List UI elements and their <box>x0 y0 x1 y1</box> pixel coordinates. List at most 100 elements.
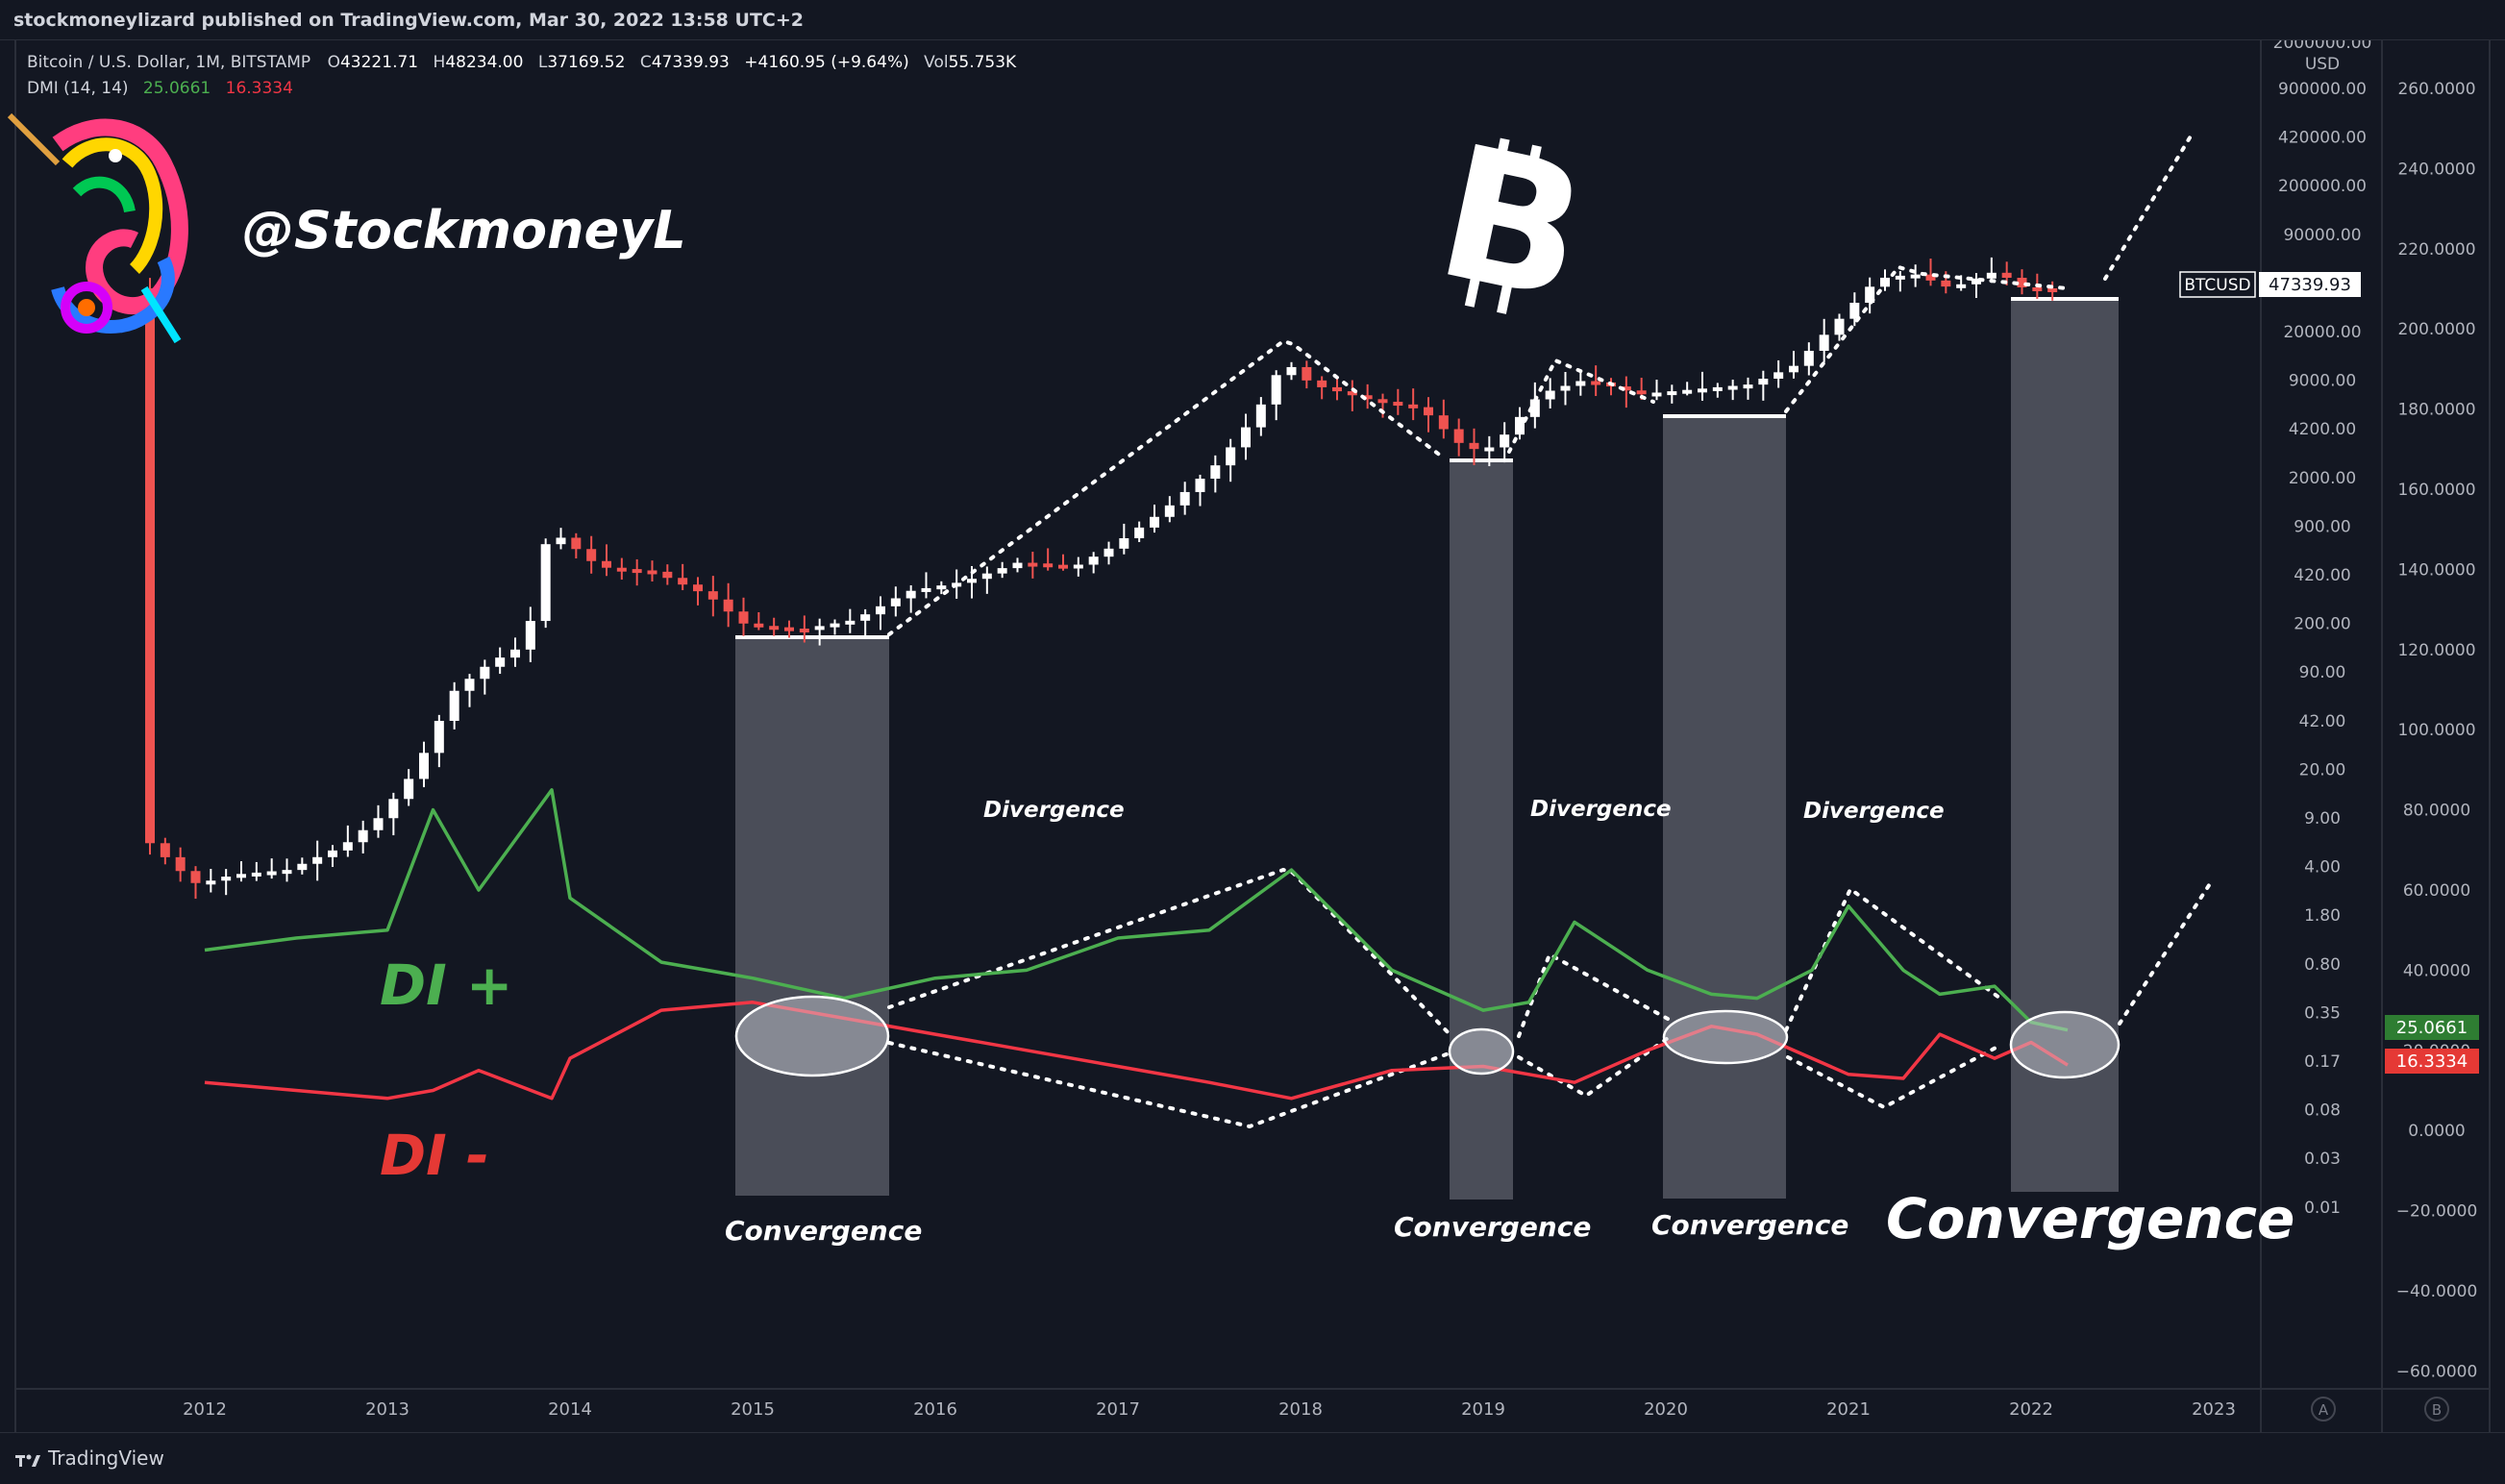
candle-body <box>342 842 353 851</box>
candle-body <box>1043 563 1054 568</box>
candle-body <box>1195 479 1205 492</box>
candle-body <box>1088 556 1099 565</box>
dmi-minus-tag: 16.3334 <box>2396 1051 2468 1072</box>
price-axis[interactable]: 2000000.00 900000.00 420000.00 200000.00 900… <box>2273 34 2372 1218</box>
price-axis-label: 20000.00 <box>2283 323 2361 342</box>
candle-body <box>1179 491 1190 506</box>
tradingview-brand[interactable]: TradingView <box>15 1447 164 1470</box>
btc-tag-symbol: BTCUSD <box>2184 276 2250 295</box>
candle-body <box>1453 429 1464 443</box>
dmi-axis-label: 80.0000 <box>2403 802 2470 821</box>
candle-body <box>860 614 871 621</box>
candle-body <box>1377 399 1388 404</box>
candle-body <box>464 679 475 691</box>
watermark-handle: @StockmoneyL <box>242 200 686 260</box>
candle-body <box>404 779 414 800</box>
btc-last-price: 47339.93 <box>2269 275 2351 295</box>
svg-text:B: B <box>1423 106 1603 342</box>
candle-body <box>1819 334 1829 351</box>
candle-body <box>1302 366 1312 381</box>
axis-button-log[interactable]: B <box>2424 1397 2449 1422</box>
candle-body <box>1058 564 1068 569</box>
candle-body <box>1393 402 1403 407</box>
dmi-value-tags: 25.0661 16.3334 <box>2385 1015 2479 1074</box>
candle-body <box>1226 447 1236 466</box>
candle-body <box>1682 389 1693 394</box>
dmi-axis-label: 40.0000 <box>2403 961 2470 980</box>
candle-body <box>1134 527 1145 538</box>
price-axis-label: 0.35 <box>2304 1003 2341 1023</box>
chart-area[interactable]: Divergence Divergence Divergence Converg… <box>0 34 2505 1432</box>
candle-body <box>738 611 749 624</box>
candle-body <box>1545 390 1555 400</box>
dmi-axis-label: 260.0000 <box>2397 80 2475 99</box>
di-plus-line <box>204 788 2069 1032</box>
di-projection <box>2118 880 2213 1026</box>
time-axis-label: 2020 <box>1644 1399 1688 1420</box>
candle-body <box>1210 465 1221 480</box>
time-axis-label: 2017 <box>1096 1399 1140 1420</box>
price-axis-label: 1.80 <box>2304 906 2341 926</box>
bitcoin-logo-icon: B <box>1423 106 1603 342</box>
legend-high: 48234.00 <box>445 53 523 72</box>
dmi-axis[interactable]: 260.0000 240.0000 220.0000 200.0000 180.0000… <box>2396 80 2478 1381</box>
dmi-axis-label: 180.0000 <box>2397 401 2475 420</box>
price-axis-label: 2000000.00 <box>2273 40 2372 53</box>
candle-body <box>616 567 627 572</box>
price-axis-label: 900.00 <box>2294 517 2350 536</box>
time-axis[interactable]: 2012 2013 2014 2015 2016 2017 2018 2019 2020 2021… <box>183 1399 2236 1420</box>
ellipse-2022 <box>2009 1010 2121 1079</box>
price-axis-unit: USD <box>2305 55 2340 74</box>
chameleon-mascot-icon <box>7 112 188 344</box>
dmi-axis-label: 100.0000 <box>2397 721 2475 740</box>
dmi-axis-label: 0.0000 <box>2408 1122 2465 1141</box>
candle-body <box>1758 379 1769 385</box>
highlight-2019 <box>1450 459 1513 1200</box>
time-axis-label: 2021 <box>1826 1399 1871 1420</box>
candle-body <box>1119 538 1129 549</box>
candle-body <box>890 598 901 606</box>
candle-body <box>1515 416 1525 435</box>
divergence-label-2: Divergence <box>1530 797 1672 822</box>
candle-body <box>1941 280 1951 287</box>
candle-body <box>1834 318 1845 335</box>
candle-body <box>1317 380 1327 387</box>
candle-body <box>1347 391 1357 396</box>
legend-dmi-minus: 16.3334 <box>226 79 293 98</box>
candle-body <box>525 621 535 650</box>
candle-body <box>707 591 718 600</box>
candle-body <box>799 629 809 633</box>
price-trend-2020-2022 <box>1784 264 2069 413</box>
axis-button-auto[interactable]: A <box>2311 1397 2336 1422</box>
candle-body <box>1332 386 1342 392</box>
time-axis-label: 2022 <box>2009 1399 2053 1420</box>
price-axis-label: 420.00 <box>2294 566 2350 585</box>
legend-dmi: DMI (14, 14) <box>27 79 129 98</box>
candle-body <box>1271 375 1281 405</box>
candle-body <box>1727 385 1738 390</box>
time-axis-label: 2013 <box>365 1399 409 1420</box>
convergence-label-2: Convergence <box>1394 1211 1591 1243</box>
chart-svg[interactable]: Divergence Divergence Divergence Converg… <box>0 34 2505 1432</box>
dmi-axis-label: −60.0000 <box>2396 1362 2478 1381</box>
support-lines <box>735 297 2119 639</box>
price-axis-label: 42.00 <box>2299 712 2346 731</box>
btc-price-tag: BTCUSD 47339.93 <box>2179 271 2361 298</box>
legend-open: 43221.71 <box>340 53 418 72</box>
candle-body <box>1621 386 1631 391</box>
candle-body <box>297 863 308 871</box>
convergence-label-3: Convergence <box>1651 1209 1848 1241</box>
candle-body <box>997 568 1007 574</box>
candle-body <box>206 880 216 885</box>
candle-body <box>1150 516 1159 528</box>
candle-body <box>312 856 323 864</box>
candle-body <box>905 590 916 599</box>
candle-body <box>936 585 947 590</box>
price-axis-label: 4200.00 <box>2289 420 2356 439</box>
candle-body <box>1028 562 1038 567</box>
legend-dmi-plus: 25.0661 <box>143 79 211 98</box>
svg-text:Bitcoin / U.S. Dollar, 1M, BIT: Bitcoin / U.S. Dollar, 1M, BITSTAMP O432… <box>27 53 1017 72</box>
trend-dotted-lines <box>887 133 2213 1129</box>
candle-body <box>662 571 673 579</box>
candle-body <box>1910 274 1921 279</box>
